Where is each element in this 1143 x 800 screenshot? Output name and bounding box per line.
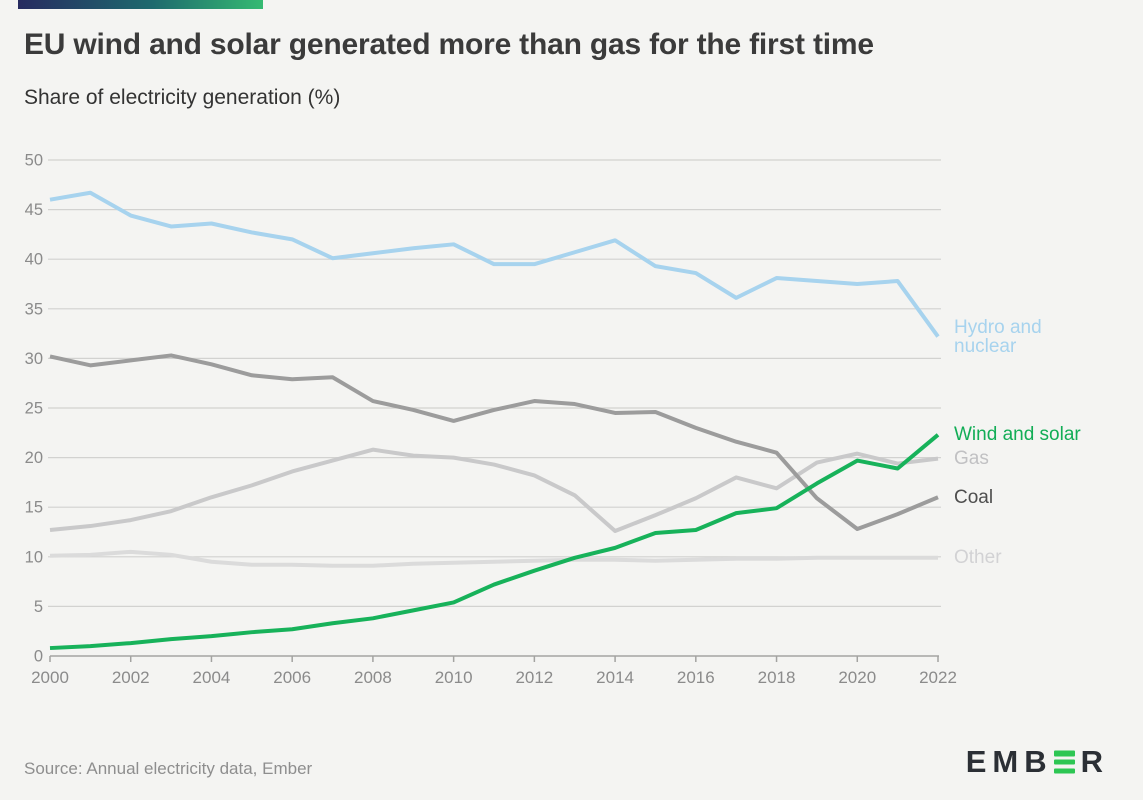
x-tick-label: 2002	[112, 668, 150, 687]
x-tick-label: 2006	[273, 668, 311, 687]
y-tick-label: 50	[25, 152, 43, 170]
chart-subtitle: Share of electricity generation (%)	[24, 86, 341, 109]
x-tick-label: 2010	[435, 668, 473, 687]
series-line-gas	[49, 447, 939, 534]
x-tick-label: 2000	[31, 668, 69, 687]
series-label-hydro-and-nuclear: Hydro and nuclear	[954, 317, 1042, 357]
series-label-other: Other	[954, 547, 1002, 568]
x-tick-label: 2022	[919, 668, 957, 687]
series-label-wind-and-solar: Wind and solar	[954, 424, 1081, 445]
series-line-wind-and-solar	[49, 433, 940, 651]
x-tick-label: 2020	[838, 668, 876, 687]
y-tick-label: 40	[25, 251, 43, 269]
logo-text-r: R	[1080, 744, 1109, 779]
y-tick-label: 20	[25, 449, 43, 467]
y-tick-label: 5	[34, 598, 43, 616]
x-tick-label: 2008	[354, 668, 392, 687]
x-tick-label: 2004	[193, 668, 231, 687]
x-tick-label: 2012	[515, 668, 553, 687]
series-label-gas: Gas	[954, 448, 989, 469]
y-tick-label: 25	[25, 400, 43, 418]
series-label-coal: Coal	[954, 487, 994, 508]
x-tick-label: 2018	[758, 668, 796, 687]
y-tick-label: 45	[25, 201, 43, 219]
brand-accent-bar	[18, 0, 263, 9]
x-tick-label: 2016	[677, 668, 715, 687]
logo-green-e-icon	[1053, 750, 1075, 774]
x-tick-label: 2014	[596, 668, 634, 687]
y-tick-label: 10	[25, 548, 43, 566]
series-line-other	[49, 549, 938, 568]
series-line-coal	[49, 353, 939, 532]
y-tick-label: 30	[25, 350, 43, 368]
logo-text-emb: EMB	[965, 744, 1053, 779]
series-line-hydro-and-nuclear	[49, 190, 940, 338]
chart-title: EU wind and solar generated more than ga…	[24, 28, 874, 61]
y-tick-label: 15	[25, 499, 43, 517]
y-tick-label: 35	[25, 300, 43, 318]
y-tick-label: 0	[34, 648, 43, 666]
source-note: Source: Annual electricity data, Ember	[24, 759, 313, 778]
ember-logo: EMB R	[966, 746, 1109, 777]
